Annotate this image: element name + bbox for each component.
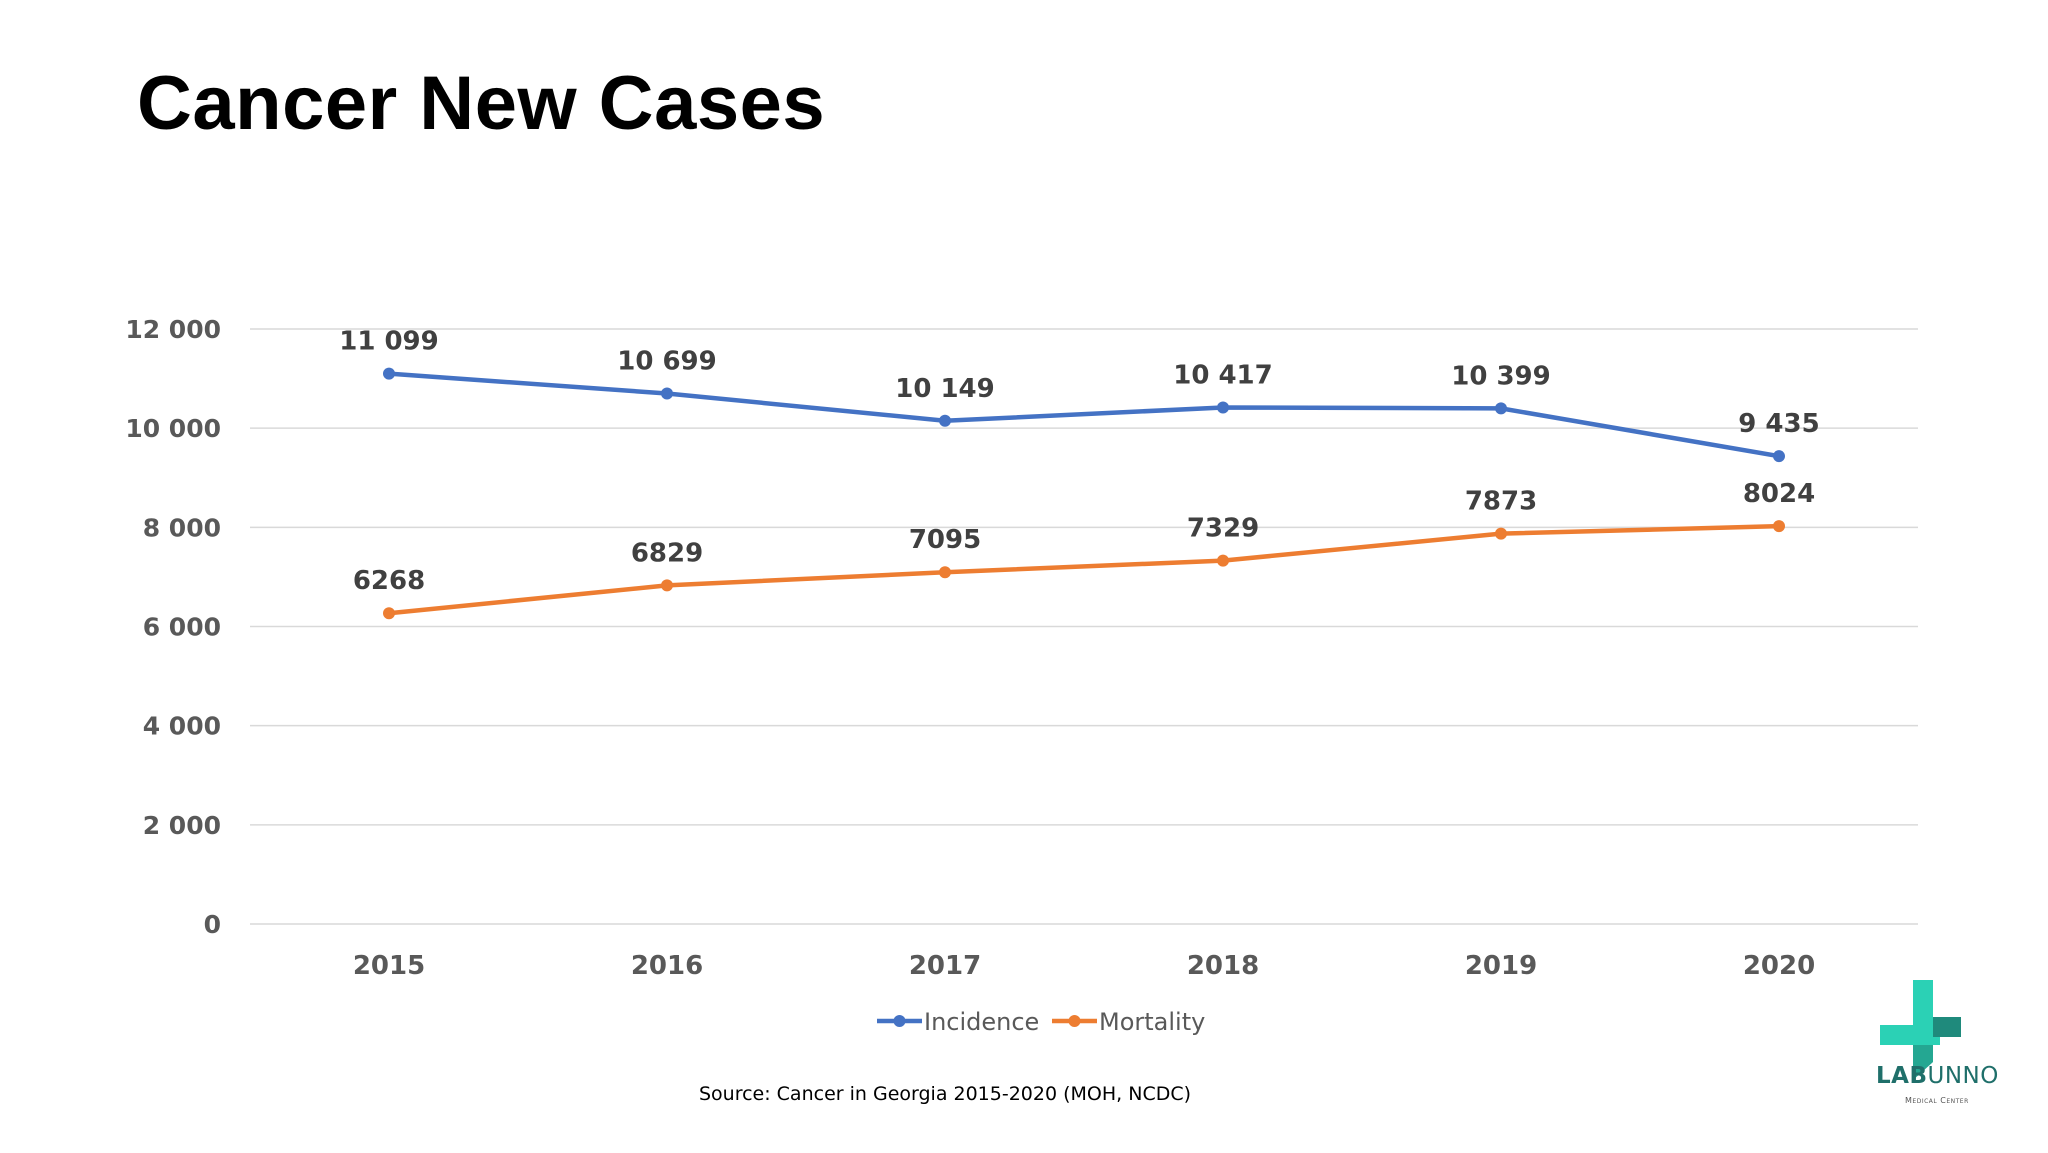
y-tick-label: 6 000 [143,613,221,642]
data-label-mortality: 6829 [631,538,703,568]
data-point-incidence [1217,401,1229,414]
data-label-mortality: 6268 [353,566,425,596]
logo-subtitle: Medical Center [1905,1096,1969,1105]
x-tick-label: 2016 [631,951,703,981]
legend-marker-mortality [1068,1015,1081,1027]
data-point-incidence [1773,450,1785,463]
data-point-incidence [661,387,673,400]
data-label-mortality: 8024 [1743,479,1815,509]
data-label-incidence: 10 149 [895,374,995,404]
x-tick-label: 2019 [1465,951,1537,981]
y-tick-label: 8 000 [143,513,221,542]
legend-label-mortality: Mortality [1099,1008,1205,1036]
data-label-incidence: 11 099 [339,327,439,357]
data-label-mortality: 7329 [1187,514,1259,544]
data-point-mortality [383,607,395,620]
data-label-incidence: 10 399 [1451,361,1551,391]
x-tick-label: 2017 [909,951,981,981]
series-line-mortality [386,523,1782,616]
legend-marker-incidence [893,1015,906,1027]
data-point-mortality [661,579,673,592]
data-point-incidence [939,414,951,427]
data-point-mortality [1495,527,1507,540]
logo-wordmark: LABUNNO [1876,1063,1999,1089]
data-point-incidence [383,367,395,380]
data-label-incidence: 10 417 [1173,360,1273,390]
data-label-incidence: 10 699 [617,347,717,377]
medical-cross-logo-icon [1880,980,1961,1080]
y-tick-label: 0 [204,910,221,939]
y-tick-label: 2 000 [143,811,221,840]
x-tick-label: 2015 [353,951,425,981]
legend-label-incidence: Incidence [924,1008,1039,1036]
series-line-incidence [386,371,1782,459]
data-label-incidence: 9 435 [1738,409,1819,439]
data-point-incidence [1495,402,1507,415]
page-title: Cancer New Cases [137,61,826,146]
data-point-mortality [1773,520,1785,533]
x-tick-label: 2020 [1743,951,1815,981]
x-tick-label: 2018 [1187,951,1259,981]
data-label-mortality: 7095 [909,525,981,555]
data-label-mortality: 7873 [1465,487,1537,517]
y-tick-label: 4 000 [143,712,221,741]
y-tick-label: 12 000 [125,315,221,344]
data-point-mortality [939,566,951,579]
data-point-mortality [1217,554,1229,567]
source-note: Source: Cancer in Georgia 2015-2020 (MOH… [698,1083,1192,1105]
y-tick-label: 10 000 [125,414,221,443]
